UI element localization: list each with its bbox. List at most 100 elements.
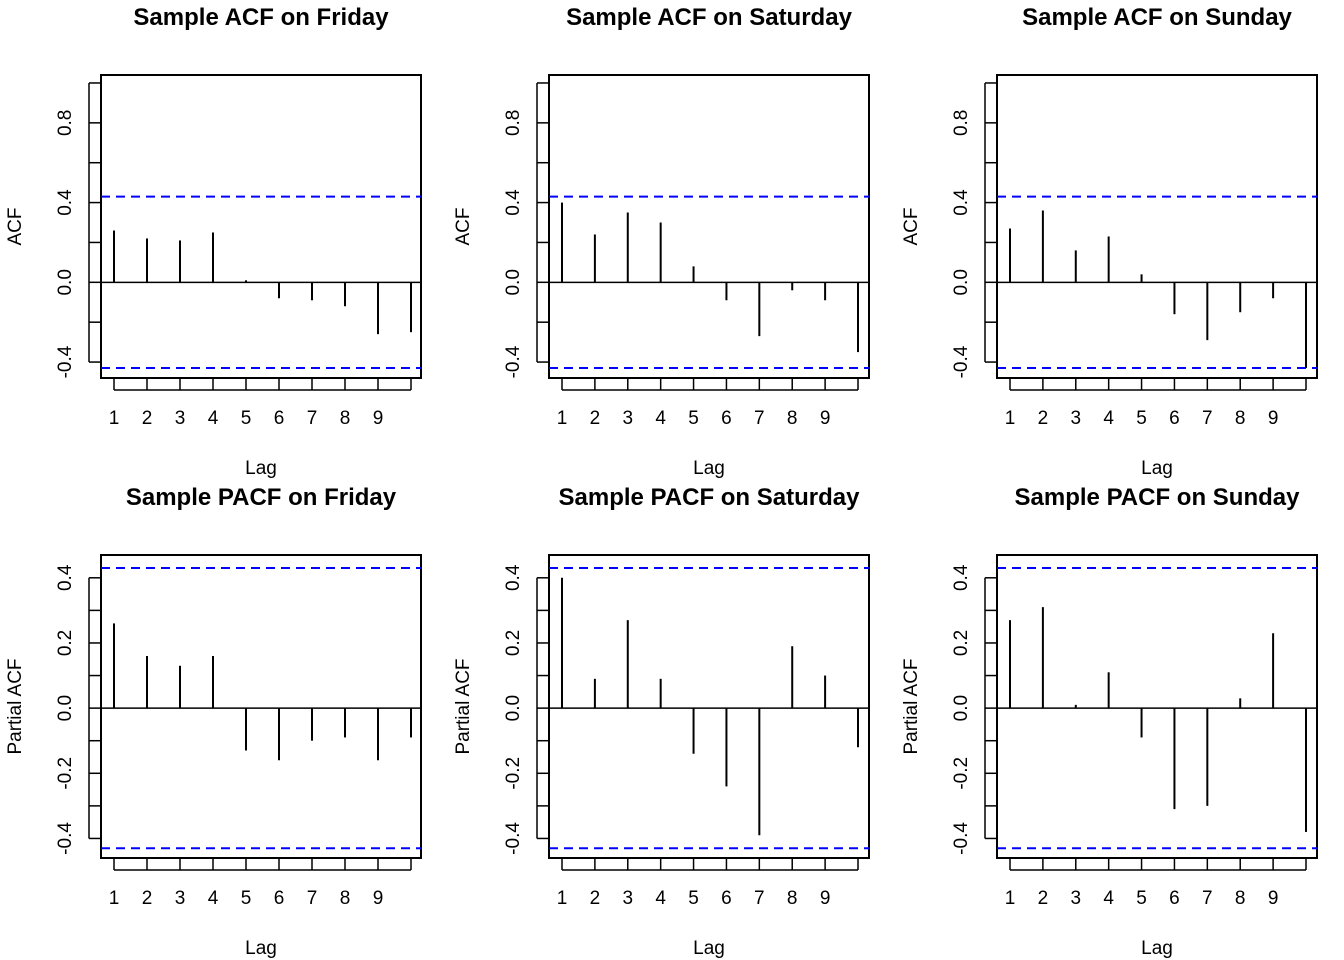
chart2-x-tick-label: 8 (1235, 408, 1246, 429)
chart4-x-tick-label: 1 (557, 888, 568, 909)
chart1-y-tick-label: -0.4 (503, 345, 524, 378)
chart0-x-tick-label: 2 (142, 408, 153, 429)
chart2-y-axis-label: ACF (901, 208, 922, 246)
chart5-panel: Sample PACF on Sunday -0.4 -0.2 0.0 0.2 0.4 Pa… (901, 484, 1318, 959)
chart0-x-tick-label: 3 (175, 408, 186, 429)
chart3-y-tick-label: 0.0 (55, 695, 76, 721)
chart1-plot-frame (548, 74, 870, 379)
chart5-x-tick-label: 5 (1136, 888, 1147, 909)
chart2-x-axis-label: Lag (1141, 458, 1173, 479)
chart0-y-tick-label: 0.0 (55, 269, 76, 295)
chart5-x-tick-label: 7 (1202, 888, 1213, 909)
chart4-title: Sample PACF on Saturday (559, 484, 861, 511)
chart1-x-tick-label: 3 (622, 408, 633, 429)
chart0-x-tick-label: 5 (241, 408, 252, 429)
chart1-x-axis-label: Lag (693, 458, 725, 479)
chart4-y-tick-label: 0.2 (503, 630, 524, 656)
chart4-x-tick-label: 3 (622, 888, 633, 909)
chart3-x-tick-label: 2 (142, 888, 153, 909)
chart1-y-tick-label: 0.8 (503, 110, 524, 136)
chart2-x-tick-label: 6 (1169, 408, 1180, 429)
chart5-y-tick-label: 0.4 (951, 564, 972, 591)
chart4-plot-frame (548, 554, 870, 859)
chart5-y-tick-label: 0.2 (951, 630, 972, 656)
chart1-x-tick-label: 5 (688, 408, 699, 429)
chart0-x-tick-label: 7 (307, 408, 318, 429)
chart2-x-tick-label: 4 (1103, 408, 1114, 429)
chart0-x-tick-label: 6 (274, 408, 285, 429)
chart1-x-tick-label: 1 (557, 408, 568, 429)
chart4-y-axis-label: Partial ACF (453, 658, 474, 754)
chart4-y-tick-label: 0.4 (503, 564, 524, 591)
chart3-x-tick-label: 5 (241, 888, 252, 909)
chart3-title: Sample PACF on Friday (126, 484, 397, 511)
chart5-x-tick-label: 2 (1038, 888, 1049, 909)
chart2-y-tick-label: 0.4 (951, 189, 972, 216)
chart2-x-tick-label: 5 (1136, 408, 1147, 429)
chart3-x-tick-label: 3 (175, 888, 186, 909)
chart4-y-tick-label: 0.0 (503, 695, 524, 721)
chart0-plot-frame (100, 74, 422, 379)
chart5-x-tick-label: 1 (1005, 888, 1016, 909)
chart1-x-tick-label: 9 (820, 408, 831, 429)
chart2-y-tick-label: 0.0 (951, 269, 972, 295)
chart5-y-axis-label: Partial ACF (901, 658, 922, 754)
chart4-x-tick-label: 7 (754, 888, 765, 909)
chart5-plot-frame (996, 554, 1318, 859)
chart3-y-tick-label: -0.4 (55, 822, 76, 855)
chart0-x-tick-label: 4 (208, 408, 219, 429)
chart4-x-axis-label: Lag (693, 938, 725, 959)
chart5-x-tick-label: 4 (1103, 888, 1114, 909)
chart4-x-tick-label: 6 (721, 888, 732, 909)
chart0-x-tick-label: 8 (340, 408, 351, 429)
chart3-y-axis-label: Partial ACF (5, 658, 26, 754)
chart0-y-axis-label: ACF (5, 208, 26, 246)
chart2-plot-frame (996, 74, 1318, 379)
chart1-y-axis-label: ACF (453, 208, 474, 246)
chart0-title: Sample ACF on Friday (133, 4, 389, 31)
chart3-x-axis-label: Lag (245, 938, 277, 959)
chart1-x-tick-label: 6 (721, 408, 732, 429)
chart4-x-tick-label: 4 (655, 888, 666, 909)
chart5-y-tick-label: -0.2 (951, 757, 972, 790)
chart4-y-tick-label: -0.2 (503, 757, 524, 790)
chart2-x-tick-label: 1 (1005, 408, 1016, 429)
chart4-x-tick-label: 8 (787, 888, 798, 909)
chart5-x-tick-label: 3 (1070, 888, 1081, 909)
chart3-y-tick-label: -0.2 (55, 757, 76, 790)
chart0-x-tick-label: 1 (109, 408, 120, 429)
chart1-x-tick-label: 7 (754, 408, 765, 429)
chart3-plot-frame (100, 554, 422, 859)
chart1-y-tick-label: 0.0 (503, 269, 524, 295)
chart3-x-tick-label: 8 (340, 888, 351, 909)
chart2-panel: Sample ACF on Sunday -0.4 0.0 0.4 0.8 ACF 1 2 3 4… (901, 4, 1318, 479)
chart5-x-tick-label: 6 (1169, 888, 1180, 909)
chart0-panel: Sample ACF on Friday -0.4 0.0 0.4 0.8 ACF 1 2 3 4… (5, 4, 422, 479)
chart4-x-tick-label: 5 (688, 888, 699, 909)
chart2-y-tick-label: 0.8 (951, 110, 972, 136)
chart0-x-axis-label: Lag (245, 458, 277, 479)
chart4-panel: Sample PACF on Saturday -0.4 -0.2 0.0 0.2 0.4… (453, 484, 870, 959)
chart3-y-tick-label: 0.2 (55, 630, 76, 656)
chart2-x-tick-label: 2 (1038, 408, 1049, 429)
chart1-y-tick-label: 0.4 (503, 189, 524, 216)
chart1-title: Sample ACF on Saturday (566, 4, 852, 31)
chart4-x-tick-label: 9 (820, 888, 831, 909)
chart3-y-tick-label: 0.4 (55, 564, 76, 591)
chart3-panel: Sample PACF on Friday -0.4 -0.2 0.0 0.2 0.4 Pa… (5, 484, 422, 959)
chart1-x-tick-label: 8 (787, 408, 798, 429)
chart5-y-tick-label: -0.4 (951, 822, 972, 855)
chart3-x-tick-label: 4 (208, 888, 219, 909)
chart0-x-tick-label: 9 (373, 408, 384, 429)
chart5-x-tick-label: 9 (1268, 888, 1279, 909)
chart2-x-tick-label: 3 (1070, 408, 1081, 429)
chart2-title: Sample ACF on Sunday (1022, 4, 1292, 31)
chart5-title: Sample PACF on Sunday (1015, 484, 1301, 511)
chart2-y-tick-label: -0.4 (951, 345, 972, 378)
chart1-x-tick-label: 2 (590, 408, 601, 429)
chart4-x-tick-label: 2 (590, 888, 601, 909)
chart5-x-axis-label: Lag (1141, 938, 1173, 959)
chart0-y-tick-label: -0.4 (55, 345, 76, 378)
chart5-x-tick-label: 8 (1235, 888, 1246, 909)
